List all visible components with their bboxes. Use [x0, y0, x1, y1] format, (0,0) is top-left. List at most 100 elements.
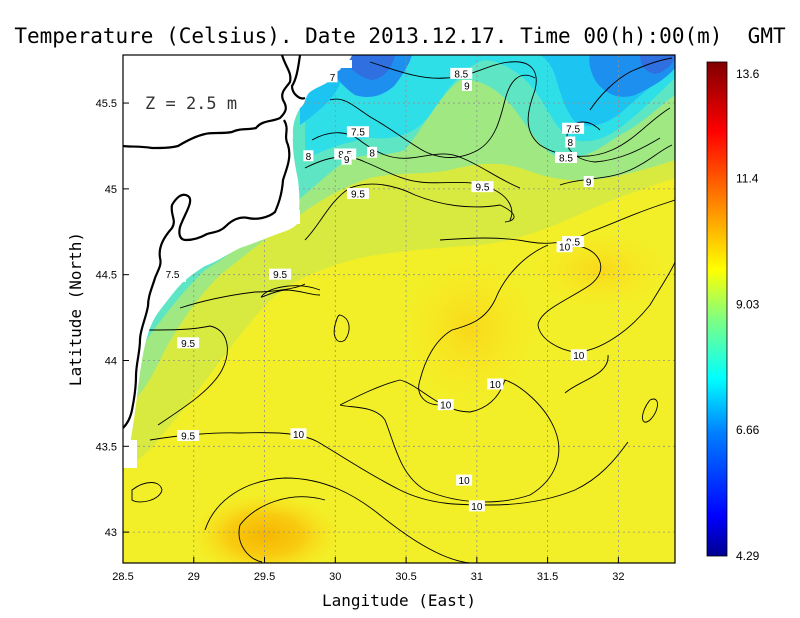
x-tick-label: 31.5 — [537, 571, 558, 583]
contour-label-bg — [570, 349, 587, 361]
contour-line — [369, 61, 671, 157]
contour-label: 7.5 — [166, 270, 180, 281]
chart-title: Temperature (Celsius). Date 2013.12.17. … — [14, 24, 786, 48]
contour-label-bg — [565, 136, 576, 148]
contour-line — [564, 354, 609, 394]
contour-label-bg — [161, 268, 184, 280]
contour-label: 9.5 — [181, 339, 195, 350]
y-tick-label: 43.5 — [96, 441, 117, 453]
contour-label: 9 — [464, 81, 470, 92]
y-tick-label: 44.5 — [96, 270, 117, 282]
coastline — [123, 55, 292, 150]
colorbar-label: 11.4 — [736, 172, 759, 186]
contour-line — [537, 245, 675, 353]
warm-patch-east — [530, 230, 670, 310]
contour-label: 8 — [567, 138, 573, 149]
x-tick-label: 31 — [471, 571, 483, 583]
x-axis-title: Langitude (East) — [322, 591, 476, 610]
x-tick-label: 30 — [329, 571, 341, 583]
land-mask — [123, 55, 352, 465]
field-zone-7 — [180, 55, 675, 258]
contour-label-bg — [327, 71, 338, 83]
contour-label-bg — [487, 378, 504, 390]
contour-label-bg — [555, 151, 578, 163]
y-tick-label: 45 — [105, 184, 117, 196]
contour-label: 10 — [559, 243, 571, 254]
contour-label-bg — [456, 474, 473, 486]
contour-label: 10 — [440, 401, 452, 412]
contour-label-bg — [556, 241, 573, 253]
contour-label: 9 — [586, 178, 592, 189]
contour-line — [642, 398, 658, 423]
contour-label-bg — [346, 126, 369, 138]
contour-label-bg — [471, 181, 494, 193]
y-tick-label: 45.5 — [96, 98, 117, 110]
contour-label: 10 — [490, 380, 502, 391]
y-tick-label: 43 — [105, 527, 117, 539]
contour-label: 10 — [459, 476, 471, 487]
contour-label: 8 — [306, 152, 312, 163]
contour-line — [559, 144, 673, 186]
contour-label-bg — [461, 79, 472, 91]
x-tick-label: 32 — [612, 571, 624, 583]
contour-label-bg — [468, 500, 485, 512]
colorbar-label: 13.6 — [736, 67, 760, 81]
contour-label-bg — [177, 430, 200, 441]
contour-line — [333, 314, 350, 343]
contour-line — [418, 244, 549, 406]
contour-label: 9.5 — [476, 183, 490, 194]
warm-patch-south — [190, 493, 340, 563]
contour-label-bg — [562, 236, 585, 248]
contour-label-bg — [437, 399, 454, 411]
plot-area: 78.597.58.59889.59.57.588.599.5107.59.59… — [123, 55, 675, 563]
x-tick-label: 29.5 — [254, 571, 275, 583]
contour-label: 8 — [369, 148, 375, 159]
contour-line — [329, 74, 536, 158]
contour-label: 7 — [330, 73, 336, 84]
coastline — [123, 119, 291, 429]
contour-label-bg — [450, 67, 473, 79]
colorbar-labels: 13.6 11.4 9.03 6.66 4.29 — [736, 67, 760, 563]
contour-label: 10 — [573, 351, 585, 362]
contour-label: 9 — [344, 155, 350, 166]
contour-label-bg — [346, 188, 369, 200]
contour-label-bg — [367, 146, 378, 158]
contour-line — [339, 379, 560, 503]
contour-line — [147, 325, 228, 426]
contour-label-bg — [303, 150, 314, 162]
colorbar-label: 9.03 — [736, 297, 760, 311]
colorbar — [706, 61, 728, 557]
contour-label: 9.5 — [273, 270, 287, 281]
contour-line — [149, 432, 629, 506]
contour-label: 8.5 — [559, 153, 573, 164]
warm-patch-center — [400, 255, 540, 405]
contour-label-bg — [177, 337, 200, 349]
y-axis-ticks: 43 43.5 44 44.5 45 45.5 — [96, 98, 129, 539]
contour-line — [131, 482, 163, 503]
contour-line — [260, 285, 321, 298]
contour-label-bg — [290, 428, 307, 440]
contour-label-bg — [269, 268, 292, 280]
y-axis-title: Latitude (North) — [66, 232, 85, 386]
contour-label: 9.5 — [566, 238, 580, 249]
contour-label: 9.5 — [351, 190, 365, 201]
field-zone-6-5 — [340, 55, 675, 80]
y-tick-label: 44 — [105, 355, 117, 367]
contour-line — [179, 283, 306, 309]
contour-label: 7.5 — [351, 128, 365, 139]
contour-line — [589, 57, 673, 111]
coastline — [290, 55, 306, 100]
colorbar-label: 6.66 — [736, 423, 760, 437]
contour-label: 8.5 — [454, 69, 468, 80]
contour-line — [204, 477, 471, 563]
contour-label-bg — [341, 153, 352, 165]
contour-label-bg — [562, 122, 585, 134]
contour-labels: 78.597.58.59889.59.57.588.599.5107.59.59… — [161, 67, 594, 513]
x-tick-label: 30.5 — [395, 571, 416, 583]
contour-label: 7.5 — [566, 124, 580, 135]
contour-label: 9.5 — [181, 432, 195, 443]
contour-line — [238, 496, 326, 563]
contour-lines — [131, 57, 675, 563]
contour-label: 10 — [471, 502, 483, 513]
